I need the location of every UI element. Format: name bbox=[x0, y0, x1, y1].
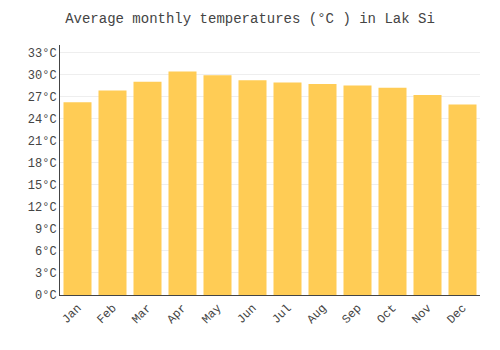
svg-text:18°C: 18°C bbox=[28, 157, 57, 171]
svg-text:May: May bbox=[199, 302, 224, 327]
svg-text:30°C: 30°C bbox=[28, 69, 57, 83]
svg-text:Aug: Aug bbox=[304, 302, 329, 327]
svg-text:Jan: Jan bbox=[59, 302, 84, 327]
svg-text:Nov: Nov bbox=[409, 302, 434, 327]
svg-text:Average monthly temperatures (: Average monthly temperatures (°C ) in La… bbox=[65, 11, 435, 27]
svg-text:3°C: 3°C bbox=[35, 267, 57, 281]
svg-text:Apr: Apr bbox=[164, 302, 189, 327]
svg-text:Feb: Feb bbox=[94, 302, 119, 327]
svg-text:Jul: Jul bbox=[269, 302, 294, 327]
svg-text:0°C: 0°C bbox=[35, 289, 57, 303]
svg-text:Sep: Sep bbox=[339, 302, 364, 327]
svg-text:12°C: 12°C bbox=[28, 201, 57, 215]
svg-text:Mar: Mar bbox=[129, 302, 154, 327]
svg-text:6°C: 6°C bbox=[35, 245, 57, 259]
svg-text:15°C: 15°C bbox=[28, 179, 57, 193]
svg-text:Dec: Dec bbox=[444, 302, 469, 327]
svg-text:21°C: 21°C bbox=[28, 135, 57, 149]
svg-text:24°C: 24°C bbox=[28, 113, 57, 127]
svg-text:Oct: Oct bbox=[374, 302, 399, 327]
svg-text:33°C: 33°C bbox=[28, 47, 57, 61]
svg-text:9°C: 9°C bbox=[35, 223, 57, 237]
svg-text:Jun: Jun bbox=[234, 302, 259, 327]
svg-text:27°C: 27°C bbox=[28, 91, 57, 105]
